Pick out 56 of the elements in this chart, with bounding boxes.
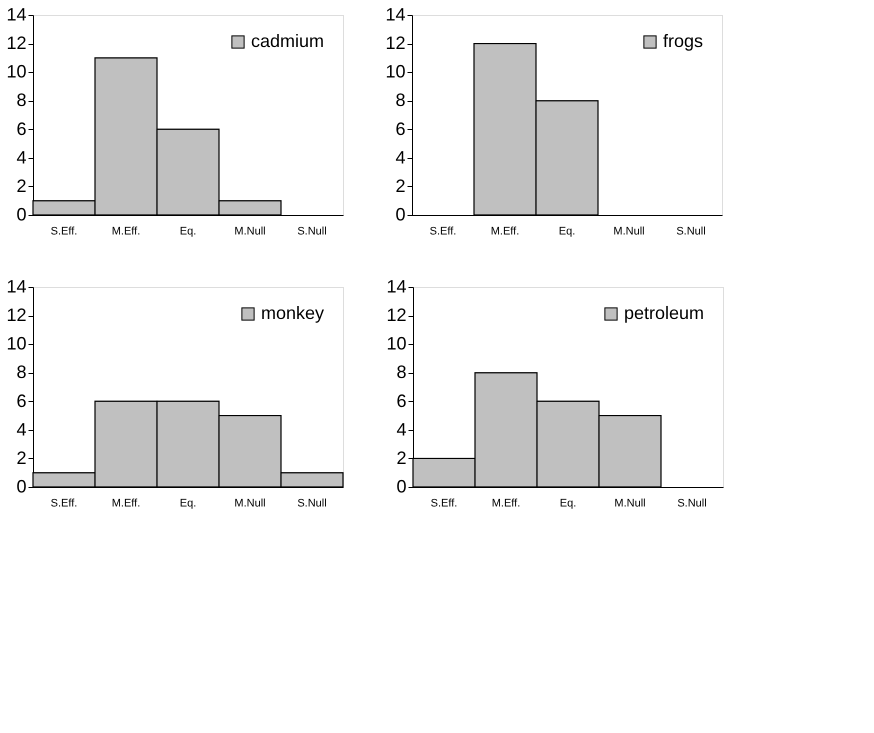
y-tick-label: 0: [395, 204, 406, 224]
x-tick-label: M.Null: [234, 498, 266, 510]
legend-label: frogs: [663, 31, 704, 51]
x-tick-label: M.Null: [613, 226, 645, 238]
y-tick-label: 8: [395, 90, 406, 110]
y-tick-label: 8: [16, 362, 26, 382]
y-tick-label: 0: [16, 476, 26, 496]
x-tick-label: M.Eff.: [112, 498, 140, 510]
legend-label: cadmium: [251, 31, 324, 51]
y-tick-label: 6: [396, 390, 406, 411]
legend-label: petroleum: [624, 303, 704, 323]
x-tick-label: S.Null: [297, 226, 327, 238]
x-tick-label: S.Null: [677, 498, 707, 510]
y-tick-label: 10: [386, 334, 406, 354]
y-tick-label: 2: [396, 448, 406, 468]
y-tick-label: 2: [395, 176, 406, 196]
x-tick-label: Eq.: [180, 498, 196, 510]
x-tick-label: S.Null: [297, 498, 327, 510]
y-tick-label: 10: [6, 62, 26, 82]
x-tick-label: M.Eff.: [112, 226, 140, 238]
y-tick-label: 14: [385, 4, 406, 24]
y-tick-label: 4: [396, 419, 406, 440]
x-tick-label: S.Null: [676, 226, 706, 238]
y-tick-label: 12: [6, 33, 26, 54]
x-tick-label: Eq.: [560, 498, 576, 510]
x-tick-label: Eq.: [558, 226, 576, 238]
y-tick-label: 4: [16, 419, 26, 440]
x-tick-label: Eq.: [180, 226, 196, 238]
x-tick-label: S.Eff.: [430, 498, 458, 510]
y-tick-label: 2: [16, 176, 26, 196]
x-tick-label: S.Eff.: [50, 226, 78, 238]
x-tick-label: M.Null: [234, 226, 266, 238]
y-tick-label: 4: [395, 147, 406, 168]
y-tick-label: 12: [386, 305, 406, 326]
x-tick-label: S.Eff.: [430, 226, 456, 238]
y-tick-label: 12: [385, 33, 406, 54]
x-tick-label: M.Null: [614, 498, 646, 510]
y-tick-label: 0: [16, 204, 26, 224]
y-tick-label: 10: [385, 62, 406, 82]
y-tick-label: 10: [6, 334, 26, 354]
x-tick-label: S.Eff.: [50, 498, 78, 510]
y-tick-label: 14: [6, 4, 26, 24]
y-tick-label: 6: [16, 390, 26, 411]
y-tick-label: 6: [395, 118, 406, 139]
y-tick-label: 4: [16, 147, 26, 168]
y-tick-label: 14: [6, 276, 26, 296]
y-tick-label: 14: [386, 276, 406, 296]
y-tick-label: 8: [396, 362, 406, 382]
y-tick-label: 0: [396, 476, 406, 496]
x-tick-label: M.Eff.: [490, 226, 520, 238]
y-tick-label: 6: [16, 118, 26, 139]
y-tick-label: 2: [16, 448, 26, 468]
y-tick-label: 8: [16, 90, 26, 110]
y-tick-label: 12: [6, 305, 26, 326]
x-tick-label: M.Eff.: [492, 498, 520, 510]
legend-label: monkey: [261, 303, 324, 323]
